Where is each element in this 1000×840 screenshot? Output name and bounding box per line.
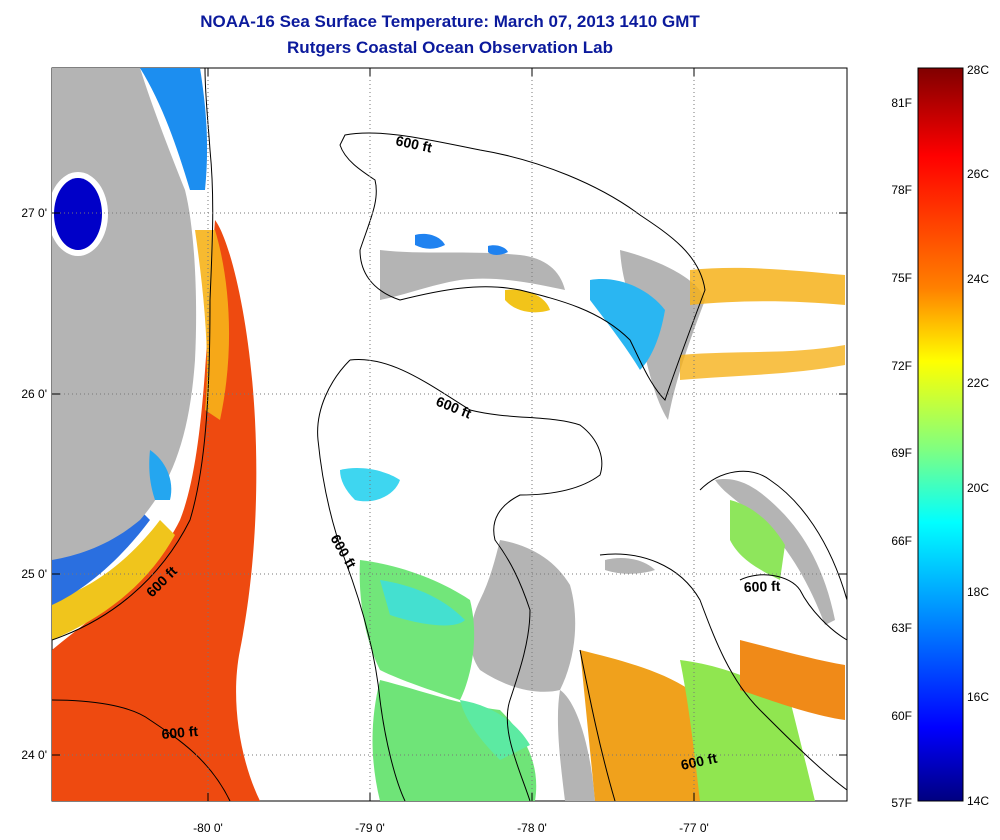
colorbar-label-f: 75F	[891, 271, 912, 285]
andros-west-green-sst	[372, 680, 537, 801]
lat-tick-label: 27 0'	[21, 206, 47, 220]
contour-exuma-sound	[599, 553, 848, 791]
colorbar-label-f: 78F	[891, 183, 912, 197]
exuma-land	[605, 558, 655, 574]
small-blue-patch-grand-bahama	[415, 233, 445, 249]
andros-south-land	[557, 690, 595, 801]
contour-label: 600 ft	[161, 723, 199, 742]
great-bahama-bank-cyan-sst	[380, 580, 465, 626]
lake-okeechobee-sst	[54, 178, 102, 250]
exuma-sound-orange-sst	[740, 640, 845, 720]
yellow-patch-east-florida-bank	[505, 289, 550, 313]
lon-tick-label: -78 0'	[517, 821, 547, 835]
lon-tick-label: -77 0'	[679, 821, 709, 835]
andros-west-cyan-sst	[460, 700, 530, 760]
longitude-labels: -80 0' -79 0' -78 0' -77 0'	[193, 821, 709, 835]
colorbar-gradient-bar	[917, 67, 964, 802]
contour-exuma	[699, 470, 848, 601]
small-blue-patch-2	[488, 245, 508, 255]
contour-south-florida	[51, 699, 231, 802]
colorbar-label-c: 20C	[967, 481, 989, 495]
colorbar-label-f: 63F	[891, 621, 912, 635]
exuma-shelf-green-sst	[730, 500, 785, 580]
abaco-warm-sst	[690, 267, 845, 305]
contour-great-bahama-bank-west	[317, 359, 406, 802]
lat-tick-label: 24 0'	[21, 748, 47, 762]
florida-cold-coast-sst	[140, 68, 208, 190]
contour-great-bahama-bank	[349, 358, 603, 802]
colorbar-label-c: 24C	[967, 272, 989, 286]
colorbar-fahrenheit-labels: 81F 78F 75F 72F 69F 66F 63F 60F 57F	[891, 96, 912, 810]
lon-tick-label: -79 0'	[355, 821, 385, 835]
abaco-cold-sst	[590, 279, 665, 370]
colorbar-label-c: 14C	[967, 794, 989, 808]
600ft-contours	[51, 67, 848, 802]
grand-bahama-land	[380, 250, 565, 300]
bahamas-warm-sst-2	[680, 345, 845, 380]
colorbar-label-c: 26C	[967, 167, 989, 181]
colorbar-label-f: 72F	[891, 359, 912, 373]
lat-tick-label: 26 0'	[21, 387, 47, 401]
colorbar-label-f: 81F	[891, 96, 912, 110]
colorbar-celsius-labels: 28C 26C 24C 22C 20C 18C 16C 14C	[967, 63, 989, 808]
colorbar-label-f: 57F	[891, 796, 912, 810]
contour-little-bahama-bank	[339, 132, 706, 401]
colorbar-label-c: 16C	[967, 690, 989, 704]
keys-edge-sst	[52, 520, 175, 640]
tongue-of-ocean-orange-sst	[580, 650, 702, 801]
florida-cold-coast-mid-sst	[149, 450, 172, 500]
colorbar-label-f: 60F	[891, 709, 912, 723]
colorbar: 28C 26C 24C 22C 20C 18C 16C 14C 81F 78F …	[891, 63, 989, 810]
contour-tongue-of-ocean	[579, 649, 616, 802]
florida-current-yellow-edge	[195, 230, 230, 420]
colorbar-label-f: 66F	[891, 534, 912, 548]
colorbar-label-f: 69F	[891, 446, 912, 460]
andros-land	[470, 540, 576, 692]
eleuthera-land	[715, 479, 835, 625]
contour-exuma-inner	[739, 574, 848, 641]
map-subtitle: Rutgers Coastal Ocean Observation Lab	[287, 38, 613, 57]
lon-tick-label: -80 0'	[193, 821, 223, 835]
lat-tick-label: 25 0'	[21, 567, 47, 581]
graticule	[52, 68, 847, 801]
tick-marks	[52, 68, 847, 801]
colorbar-label-c: 28C	[967, 63, 989, 77]
map-title: NOAA-16 Sea Surface Temperature: March 0…	[200, 12, 700, 31]
latitude-labels: 27 0' 26 0' 25 0' 24 0'	[21, 206, 47, 762]
contour-label: 600 ft	[744, 578, 781, 595]
contour-label: 600 ft	[394, 132, 433, 155]
contour-florida-straits	[51, 67, 214, 641]
colorbar-label-c: 18C	[967, 585, 989, 599]
colorbar-label-c: 22C	[967, 376, 989, 390]
